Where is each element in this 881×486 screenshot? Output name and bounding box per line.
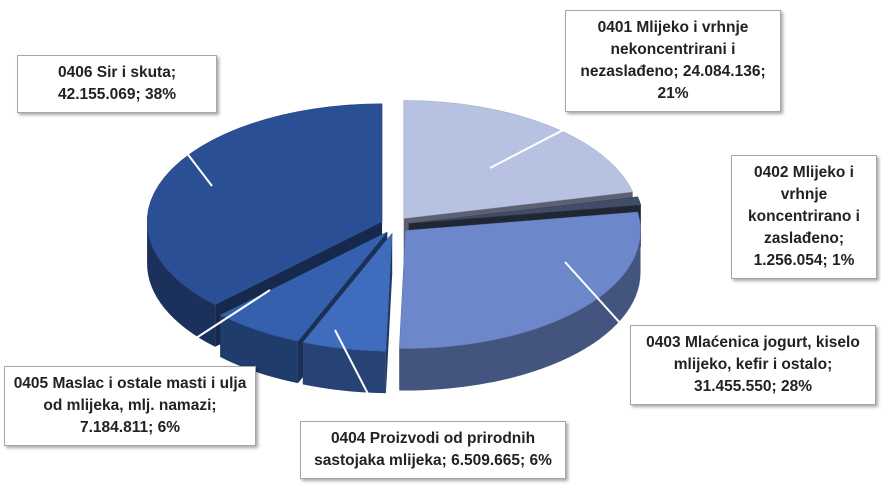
label-part: ; xyxy=(822,252,833,269)
label-part: ; xyxy=(148,419,158,436)
label-part: 0406 Sir i skuta xyxy=(57,64,171,81)
label-part: 6.509.665 xyxy=(451,452,521,469)
label-part: ; xyxy=(170,64,177,81)
data-label: 0404 Proizvodi od prirodnih sastojaka ml… xyxy=(300,421,566,479)
slice-side xyxy=(302,342,386,394)
pie-slice xyxy=(403,100,634,219)
leader-line xyxy=(169,130,213,187)
slice-side xyxy=(220,315,298,384)
pie-slice xyxy=(399,211,641,349)
label-part: 31.455.550 xyxy=(693,378,772,395)
pie-slice xyxy=(408,196,642,224)
data-label: 0401 Mlijeko i vrhnje nekoncentrirani i … xyxy=(565,10,781,112)
label-part: 0404 Proizvodi od prirodnih sastojaka ml… xyxy=(314,430,536,469)
leader-line xyxy=(149,289,271,369)
label-part: 24.084.136 xyxy=(682,63,761,80)
label-part: ; xyxy=(760,63,766,80)
data-label: 0405 Maslac i ostale masti i ulja od mli… xyxy=(4,366,256,446)
leader-line xyxy=(334,329,383,422)
label-part: 1.256.054 xyxy=(753,252,823,269)
slice-side xyxy=(147,221,216,347)
label-part: 21% xyxy=(657,85,689,102)
label-part: ; xyxy=(520,452,530,469)
data-label: 0403 Mlaćenica jogurt, kiselo mlijeko, k… xyxy=(630,325,876,405)
label-part: 6% xyxy=(529,452,552,469)
label-part: 1% xyxy=(832,252,855,269)
data-label: 0402 Mlijeko i vrhnje koncentrirano i za… xyxy=(731,155,877,279)
label-part: ; xyxy=(771,378,781,395)
leader-line xyxy=(489,115,591,169)
pie-slice xyxy=(219,231,388,342)
label-part: ; xyxy=(441,452,452,469)
label-part: 28% xyxy=(781,378,813,395)
label-part: 7.184.811 xyxy=(80,419,149,436)
label-part: 38% xyxy=(145,86,177,103)
leader-line xyxy=(639,179,732,208)
data-label: 0406 Sir i skuta; 42.155.069; 38% xyxy=(17,55,217,113)
label-part: ; xyxy=(827,356,833,373)
label-part: ; xyxy=(135,86,145,103)
label-part: 6% xyxy=(157,419,180,436)
label-part: ; xyxy=(673,63,683,80)
label-part: 42.155.069 xyxy=(57,86,136,103)
slice-side xyxy=(399,230,641,391)
pie-slice xyxy=(146,103,383,306)
label-part: ; xyxy=(211,397,217,414)
label-part: ; xyxy=(838,230,845,247)
label-part: 0405 Maslac i ostale masti i ulja od mli… xyxy=(13,375,247,414)
label-part: 0403 Mlaćenica jogurt, kiselo mlijeko, k… xyxy=(646,334,860,373)
leader-line xyxy=(564,261,641,346)
label-part: 0402 Mlijeko i vrhnje koncentrirano i za… xyxy=(748,164,860,247)
label-part: 0401 Mlijeko i vrhnje nekoncentrirani i … xyxy=(580,19,749,80)
